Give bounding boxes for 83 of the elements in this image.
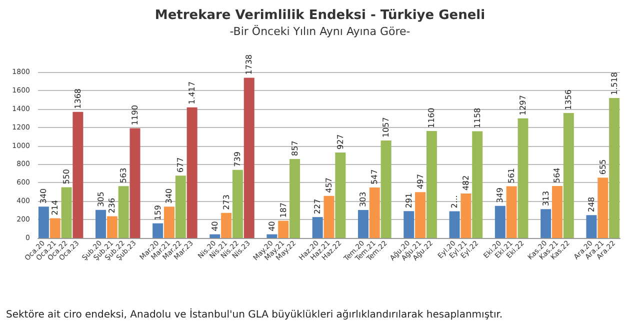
bar: [232, 170, 243, 238]
data-label: 214: [50, 200, 60, 216]
bar: [210, 234, 220, 238]
data-label: 857: [290, 140, 300, 156]
bar: [609, 98, 620, 238]
data-label: 313: [541, 190, 550, 206]
bar: [563, 112, 574, 238]
bar: [518, 118, 528, 238]
data-label: 1160: [427, 108, 436, 128]
bar: [586, 215, 597, 238]
data-label: 1.518: [610, 72, 619, 96]
bar: [540, 209, 552, 238]
bar: [506, 186, 517, 238]
data-label: 303: [358, 192, 368, 208]
data-label: 1190: [130, 104, 140, 126]
data-label: 1.417: [188, 81, 197, 104]
bar: [164, 206, 174, 238]
data-label: 273: [222, 194, 231, 210]
data-label: 655: [598, 159, 608, 175]
data-label: 550: [62, 168, 72, 184]
bar: [130, 128, 140, 238]
data-label: 291: [404, 192, 414, 208]
bar: [404, 211, 414, 238]
bar: [312, 217, 323, 238]
data-label: 563: [119, 168, 128, 184]
bar: [266, 234, 278, 238]
data-label: 1158: [472, 108, 482, 128]
bar: [72, 112, 84, 238]
data-label: 457: [324, 178, 334, 193]
bar: [335, 152, 346, 238]
data-label: 497: [416, 174, 425, 190]
data-label: 340: [164, 188, 174, 204]
bar: [290, 158, 300, 238]
bar: [221, 212, 232, 238]
data-label: 677: [176, 157, 186, 173]
bar: [106, 216, 118, 238]
data-label: 1356: [564, 90, 574, 110]
bar: [472, 131, 483, 238]
text: Sektöre ait ciro endeksi, Anadolu ve İstanbul'un GLA büyüklükleri ağırlıklandırılarak hesaplanmıştır.: [6, 308, 503, 320]
bar: [38, 206, 49, 238]
data-label: 236: [108, 198, 117, 214]
bar: [552, 186, 562, 238]
bar: [415, 192, 426, 238]
data-label: 248: [586, 196, 596, 212]
bar: [598, 178, 608, 238]
bar: [324, 196, 334, 238]
data-label: 561: [507, 168, 516, 184]
chart-title: Metrekare Verimlilik Endeksi - Türkiye Geneli: [154, 8, 486, 23]
data-label: 1297: [518, 95, 528, 116]
data-label: 1057: [382, 117, 391, 138]
chart-subtitle: -Bir Önceki Yılın Aynı Ayına Göre-: [230, 24, 410, 38]
data-label: 40: [267, 221, 276, 232]
bar: [358, 210, 368, 238]
data-label: 305: [96, 192, 106, 207]
data-label: 40: [210, 221, 220, 232]
bar: [186, 107, 198, 238]
bar: [369, 188, 380, 238]
bar: [118, 186, 129, 238]
bar: [96, 210, 106, 238]
data-label: 739: [233, 152, 242, 167]
data-label: 349: [496, 188, 505, 203]
bar: [460, 194, 472, 238]
data-label: 482: [461, 175, 470, 191]
bar: [61, 187, 72, 238]
bar: [449, 211, 460, 238]
bar: [50, 218, 60, 238]
bar: [244, 78, 254, 238]
bar: [175, 176, 186, 238]
data-label: 2…: [450, 195, 460, 208]
data-label: 187: [278, 202, 288, 218]
data-label: 340: [39, 188, 48, 204]
bar: [278, 220, 289, 238]
bar: [494, 206, 506, 238]
bar: [380, 140, 392, 238]
bar: [426, 131, 437, 238]
data-label: 547: [370, 169, 380, 185]
data-label: 1738: [244, 54, 254, 75]
data-label: 564: [552, 168, 562, 183]
data-label: 927: [336, 134, 345, 150]
data-label: 227: [313, 198, 322, 214]
data-label: 1368: [73, 88, 82, 109]
data-label: 159: [153, 205, 162, 220]
bar: [152, 223, 164, 238]
